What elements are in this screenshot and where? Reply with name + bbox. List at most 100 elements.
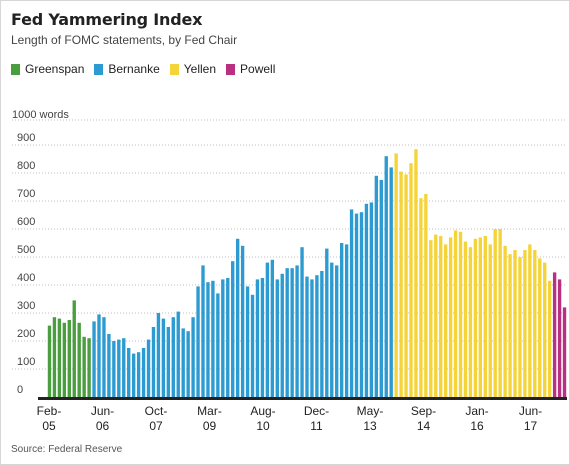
bar-yellen — [473, 238, 478, 397]
bar-bernanke — [359, 212, 364, 397]
bar-bernanke — [245, 286, 250, 397]
legend-label-powell: Powell — [240, 62, 276, 76]
bar-bernanke — [354, 213, 359, 397]
bar-powell — [562, 307, 567, 397]
x-axis-line — [38, 397, 567, 400]
bar-yellen — [513, 250, 517, 397]
bar-bernanke — [339, 243, 344, 397]
bar-bernanke — [310, 279, 314, 397]
bar-bernanke — [290, 268, 294, 397]
bar-bernanke — [221, 279, 225, 397]
bar-bernanke — [330, 262, 334, 397]
bar-yellen — [429, 240, 433, 397]
bar-bernanke — [186, 331, 190, 397]
bar-yellen — [543, 262, 547, 397]
bar-powell — [557, 279, 562, 397]
y-tick-label: 600 — [17, 216, 35, 228]
bar-bernanke — [226, 278, 230, 397]
bar-bernanke — [146, 339, 151, 397]
bar-bernanke — [166, 327, 171, 397]
x-tick-year: 14 — [417, 419, 431, 433]
bar-yellen — [394, 153, 398, 397]
y-tick-label: 800 — [17, 160, 35, 172]
bar-yellen — [404, 174, 408, 397]
x-tick-year: 17 — [524, 419, 538, 433]
bars — [47, 149, 567, 397]
legend-item-powell: Powell — [226, 62, 275, 76]
bar-yellen — [503, 245, 507, 397]
bar-bernanke — [211, 280, 215, 397]
y-tick-label: 200 — [17, 328, 35, 340]
bar-bernanke — [97, 314, 101, 397]
bar-bernanke — [151, 327, 156, 397]
y-tick-label: 500 — [17, 244, 35, 256]
bar-bernanke — [260, 278, 265, 397]
legend-label-yellen: Yellen — [183, 62, 217, 76]
x-tick-month: Sep- — [411, 404, 436, 418]
bar-bernanke — [107, 334, 111, 397]
x-tick-year: 09 — [203, 419, 217, 433]
bar-yellen — [518, 257, 522, 397]
bar-bernanke — [216, 293, 220, 397]
legend-swatch-powell — [226, 63, 236, 75]
source-note: Source: Federal Reserve — [11, 444, 123, 455]
bar-greenspan — [72, 300, 76, 397]
bar-greenspan — [77, 322, 81, 397]
y-tick-label: 400 — [17, 272, 35, 284]
legend-label-bernanke: Bernanke — [108, 62, 160, 76]
bar-bernanke — [250, 294, 255, 397]
x-tick-month: May- — [357, 404, 384, 418]
bar-bernanke — [315, 275, 319, 397]
x-tick-month: Jan- — [465, 404, 488, 418]
x-tick-year: 16 — [470, 419, 484, 433]
bar-bernanke — [240, 245, 245, 397]
bar-bernanke — [280, 273, 284, 397]
x-tick-year: 10 — [256, 419, 270, 433]
bar-bernanke — [270, 259, 275, 397]
x-tick-month: Aug- — [250, 404, 275, 418]
bar-yellen — [498, 229, 502, 397]
bar-greenspan — [52, 317, 57, 397]
bar-yellen — [493, 229, 497, 397]
y-tick-label: 300 — [17, 300, 35, 312]
bar-bernanke — [300, 247, 304, 397]
bar-greenspan — [87, 338, 91, 397]
y-tick-label: 900 — [17, 132, 35, 144]
bar-bernanke — [161, 318, 166, 397]
legend-swatch-greenspan — [11, 63, 20, 75]
x-tick-month: Dec- — [304, 404, 329, 418]
legend-label-greenspan: Greenspan — [25, 62, 85, 76]
bar-bernanke — [231, 261, 235, 397]
bar-yellen — [463, 241, 468, 397]
x-tick-labels: Feb-05Jun-06Oct-07Mar-09Aug-10Dec-11May-… — [37, 404, 543, 433]
bar-yellen — [443, 244, 448, 397]
bar-yellen — [468, 247, 473, 397]
bar-yellen — [453, 230, 458, 397]
bar-yellen — [414, 149, 418, 397]
bar-yellen — [488, 244, 492, 397]
bar-bernanke — [305, 276, 309, 397]
bar-bernanke — [112, 341, 116, 397]
bar-bernanke — [389, 167, 393, 397]
bar-bernanke — [369, 202, 374, 397]
bar-yellen — [409, 163, 413, 397]
bar-bernanke — [201, 265, 205, 397]
x-tick-month: Mar- — [197, 404, 222, 418]
y-tick-label: 700 — [17, 188, 35, 200]
bar-bernanke — [255, 279, 260, 397]
legend-swatch-yellen — [169, 63, 179, 75]
bar-yellen — [439, 236, 443, 397]
bar-yellen — [483, 236, 487, 397]
bar-bernanke — [295, 265, 299, 397]
y-axis-label: 1000 words — [12, 109, 69, 121]
bar-bernanke — [235, 238, 240, 397]
bar-bernanke — [131, 353, 136, 397]
bar-yellen — [538, 258, 542, 397]
legend: Greenspan Bernanke Yellen Powell — [11, 62, 275, 76]
bar-yellen — [399, 171, 403, 397]
bar-bernanke — [320, 271, 324, 397]
bar-bernanke — [171, 317, 175, 397]
bar-bernanke — [181, 328, 185, 397]
legend-item-bernanke: Bernanke — [94, 62, 160, 76]
bar-yellen — [448, 237, 453, 397]
